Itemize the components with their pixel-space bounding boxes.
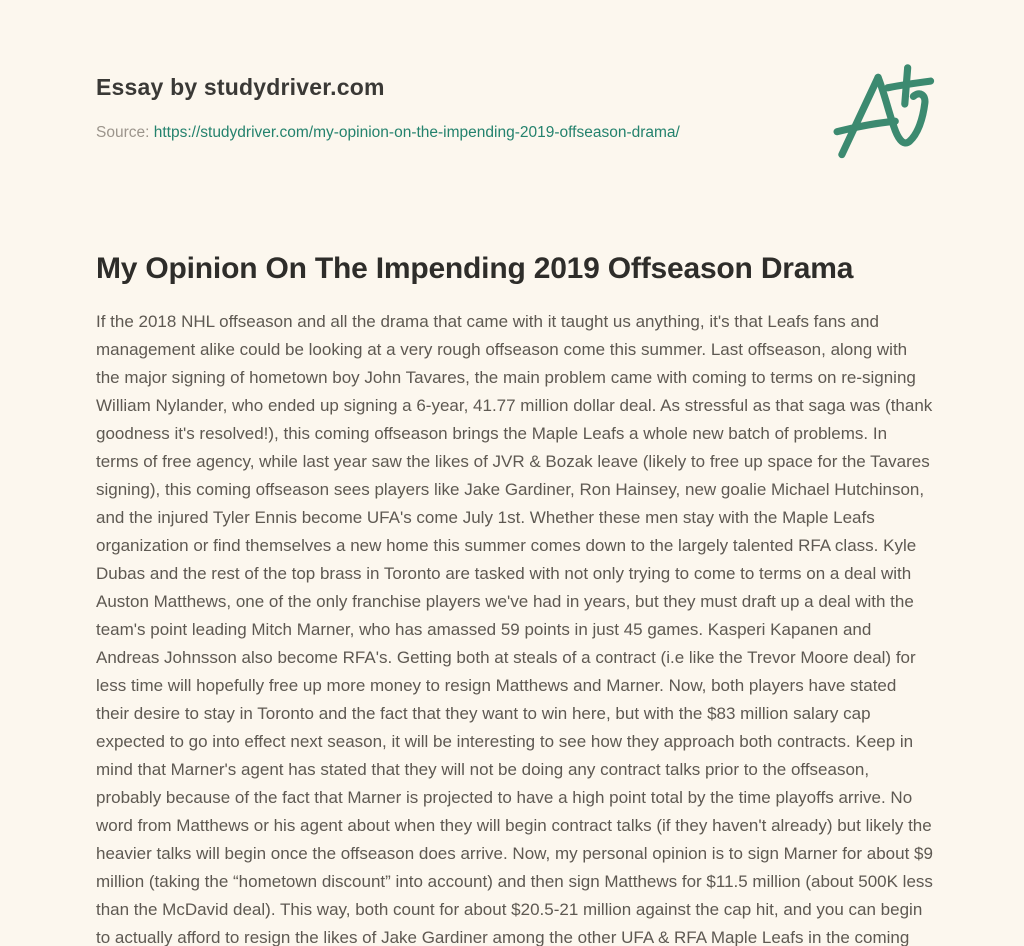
source-link[interactable]: https://studydriver.com/my-opinion-on-th… <box>153 124 680 141</box>
essay-paragraph: If the 2018 NHL offseason and all the dr… <box>96 312 933 946</box>
source-line: Source: https://studydriver.com/my-opini… <box>96 124 680 142</box>
essay-body: If the 2018 NHL offseason and all the dr… <box>96 308 934 946</box>
source-label: Source: <box>96 124 150 141</box>
essay-title: My Opinion On The Impending 2019 Offseas… <box>96 252 854 285</box>
studydriver-a-plus-logo-icon <box>833 64 935 159</box>
essay-by-heading: Essay by studydriver.com <box>96 74 385 100</box>
